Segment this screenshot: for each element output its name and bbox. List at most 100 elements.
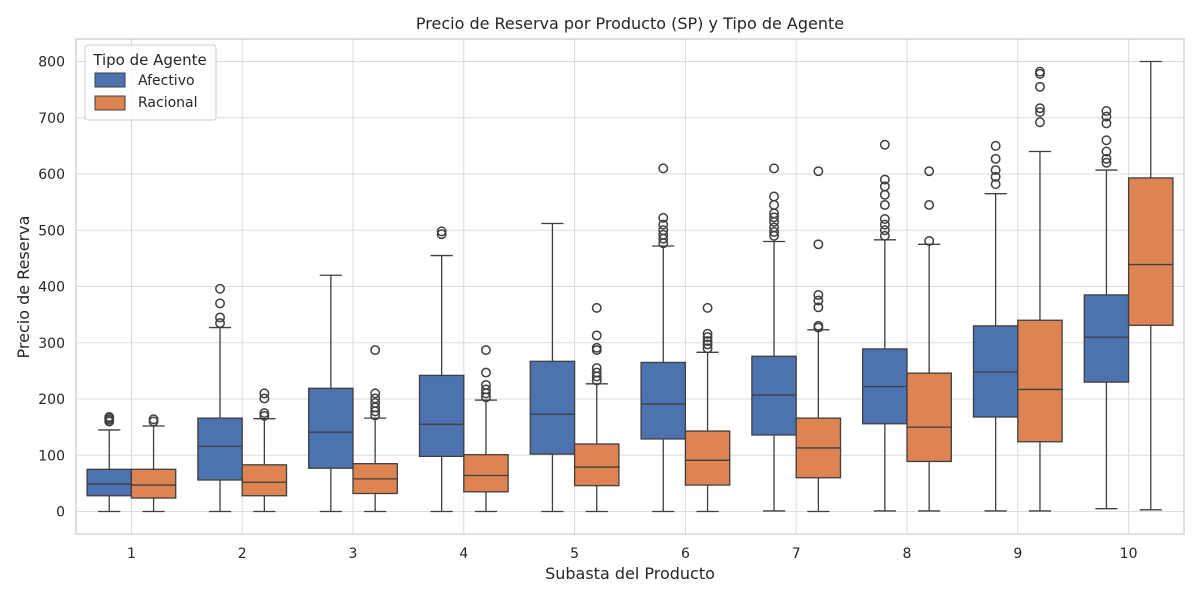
box-racional-2 [241,388,288,513]
x-tick-label: 4 [459,546,468,562]
outlier-point [879,199,890,210]
outlier-point [148,414,159,425]
outlier-point [702,302,713,313]
outlier-point [990,140,1001,151]
y-tick-label: 500 [38,223,65,239]
outlier-point [924,166,935,177]
outlier-point [658,163,669,174]
box-iqr [86,468,133,497]
legend-swatch-racional [94,95,126,111]
outlier-point [769,226,779,237]
outlier-point [702,336,713,347]
outlier-point [591,330,602,341]
outlier-point [924,235,935,246]
outlier-point [1101,111,1112,122]
outlier-point [879,139,890,150]
box-iqr [684,430,731,486]
box-afectivo-4 [418,226,465,513]
y-tick-label: 600 [38,167,65,183]
x-tick-label: 1 [127,546,136,562]
plot-frame [75,38,1185,535]
legend-swatch-afectivo [94,72,126,88]
box-iqr [529,360,576,455]
outlier-point [591,367,602,378]
outlier-point [259,393,270,404]
outlier-point [658,229,669,240]
outlier-point [370,393,381,404]
box-iqr [906,372,952,463]
outlier-point [813,289,824,300]
outlier-point [259,388,270,399]
box-racional-6 [684,302,731,513]
y-tick-labels: 0 100 200 300 400 500 600 700 800 [38,55,65,521]
outlier-point [591,363,602,374]
outlier-point [658,219,669,230]
x-tick-label: 9 [1013,546,1022,562]
outlier-point [769,163,779,174]
outlier-point [215,318,225,329]
outlier-point [481,379,491,390]
x-tick-label: 10 [1120,546,1138,562]
outlier-point [481,345,491,356]
box-racional-9 [1017,66,1063,512]
outlier-point [990,171,1001,182]
outlier-point [370,397,381,408]
box-iqr [241,464,288,497]
legend-label-racional: Racional [138,95,198,111]
outlier-point [370,388,381,399]
x-tick-labels: 1 2 3 4 5 6 7 8 9 10 [127,546,1138,562]
outlier-point [879,219,890,230]
outlier-point [259,410,270,421]
x-axis-title: Subasta del Producto [545,564,715,583]
outlier-point [813,166,824,177]
box-afectivo-6 [640,163,687,513]
y-tick-label: 300 [38,336,65,352]
outlier-point [1035,117,1045,128]
x-tick-label: 6 [681,546,690,562]
outlier-point [436,229,447,240]
box-afectivo-10 [1083,106,1130,510]
y-tick-label: 0 [56,505,65,521]
box-afectivo-3 [308,274,354,513]
outlier-point [813,302,824,313]
outlier-point [879,214,890,224]
outlier-point [924,199,935,210]
outlier-point [658,225,669,236]
outlier-point [215,312,225,323]
box-iqr [1127,177,1174,326]
box-iqr [463,454,509,493]
y-tick-label: 700 [38,111,65,127]
box-afectivo-1 [86,412,133,513]
box-afectivo-2 [197,283,243,513]
outlier-point [813,295,824,306]
outlier-point [1035,103,1045,114]
box-afectivo-9 [972,140,1019,512]
box-iqr [308,387,354,469]
box-iqr [573,443,620,487]
x-tick-label: 8 [903,546,912,562]
outlier-point [259,408,270,419]
outlier-point [481,384,491,395]
outlier-point [702,328,713,339]
box-racional-1 [130,414,177,513]
outlier-point [1101,135,1112,146]
box-iqr [640,361,687,440]
box-iqr [1017,319,1063,443]
outlier-point [702,343,713,354]
outlier-point [769,222,779,233]
x-tick-label: 3 [349,546,358,562]
legend-label-afectivo: Afectivo [138,73,195,89]
outlier-point [1101,106,1112,116]
box-iqr [1083,294,1130,383]
outlier-point [1101,153,1112,164]
outlier-point [1101,157,1112,168]
outlier-point [879,181,890,192]
box-racional-5 [573,302,620,513]
outlier-point [990,153,1001,164]
plot-boxes [86,60,1174,513]
outlier-point [1035,107,1045,118]
box-racional-7 [795,166,842,513]
outlier-point [1101,146,1112,157]
outlier-point [591,302,602,313]
